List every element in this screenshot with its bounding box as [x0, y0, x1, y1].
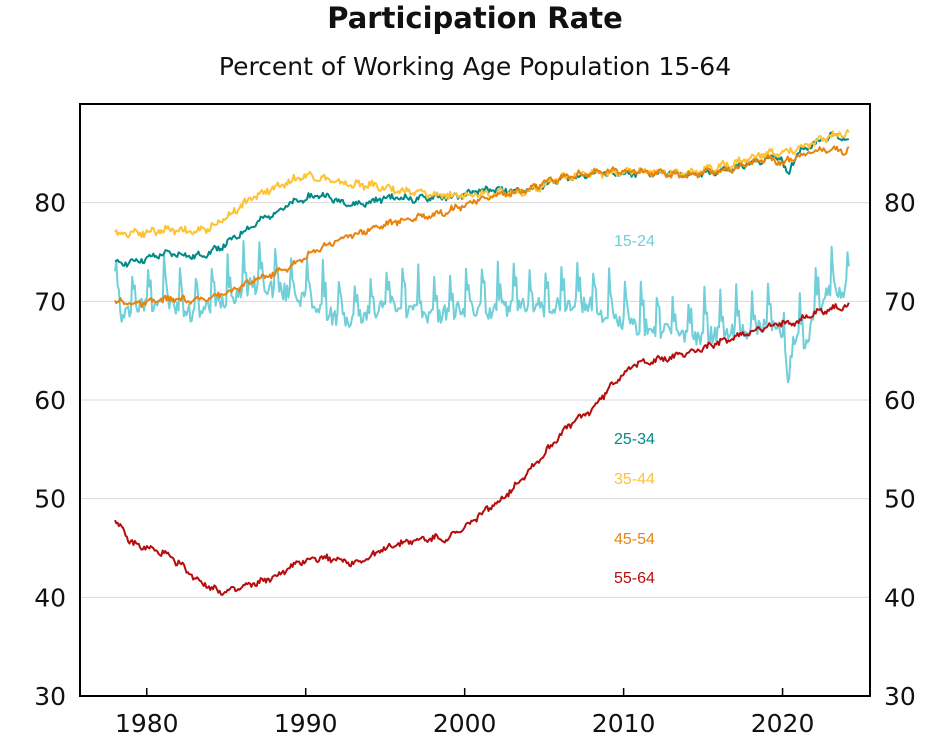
series-label-25-34: 25-34	[614, 431, 655, 448]
x-tick-1980: 1980	[115, 709, 179, 738]
x-tick-2000: 2000	[433, 709, 497, 738]
y-tick-right-40: 40	[884, 583, 916, 612]
gridlines	[80, 202, 870, 598]
series-line-35-44	[114, 128, 850, 239]
y-tick-right-70: 70	[884, 287, 916, 316]
y-tick-left-70: 70	[34, 287, 66, 316]
y-tick-left-30: 30	[34, 682, 66, 711]
series-labels: 15-24 25-34 35-44 45-54 55-64	[614, 233, 655, 587]
series-label-15-24: 15-24	[614, 233, 655, 250]
y-tick-left-80: 80	[34, 189, 66, 218]
y-tick-left-60: 60	[34, 386, 66, 415]
x-tick-2010: 2010	[592, 709, 656, 738]
y-tick-left-40: 40	[34, 583, 66, 612]
y-tick-right-80: 80	[884, 189, 916, 218]
series-line-55-64	[114, 302, 850, 596]
chart-title: Participation Rate	[327, 1, 623, 35]
series-line-25-34	[114, 131, 850, 268]
series-label-35-44: 35-44	[614, 471, 655, 488]
chart-subtitle: Percent of Working Age Population 15-64	[218, 52, 732, 81]
series-label-55-64: 55-64	[614, 570, 655, 587]
y-tick-right-60: 60	[884, 386, 916, 415]
series-label-45-54: 45-54	[614, 531, 655, 548]
plot-frame	[79, 103, 871, 697]
series-lines	[114, 128, 850, 596]
x-tick-2020: 2020	[751, 709, 815, 738]
axis-ticks: 30 30 40 40 50 50 60 60 70 70 80 80 1980 1990 2000 2010…	[34, 189, 916, 738]
x-tick-1990: 1990	[274, 709, 338, 738]
y-tick-right-30: 30	[884, 682, 916, 711]
series-line-45-54	[114, 145, 850, 308]
series-line-15-24	[114, 240, 850, 384]
y-tick-left-50: 50	[34, 485, 66, 514]
y-tick-right-50: 50	[884, 485, 916, 514]
